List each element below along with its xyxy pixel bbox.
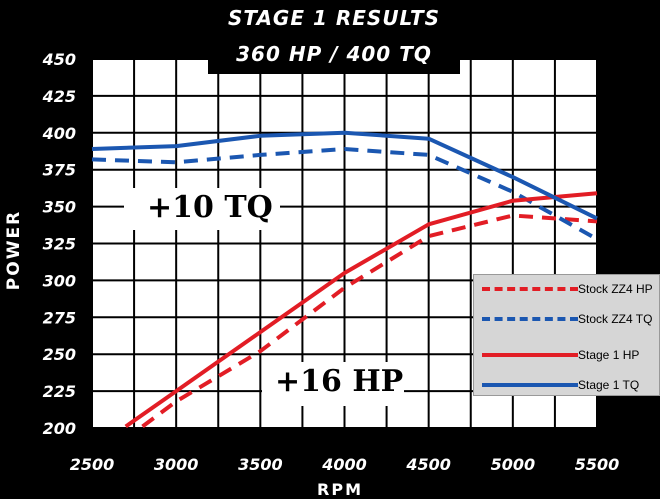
series-lines xyxy=(91,130,598,429)
y-axis-label: POWER xyxy=(4,209,24,291)
series-line-2 xyxy=(124,191,598,429)
y-tick-300: 300 xyxy=(43,271,76,290)
chart-title: STAGE 1 RESULTS xyxy=(227,6,441,30)
y-tick-250: 250 xyxy=(43,345,76,364)
tq-gain-annotation: +10 TQ xyxy=(147,190,273,225)
hp-annotation-box xyxy=(262,362,404,406)
legend-item-stock-hp: Stock ZZ4 HP xyxy=(474,277,660,305)
x-tick-labels: 2500 3000 3500 4000 4500 5000 5500 xyxy=(70,455,620,474)
x-tick-2500: 2500 xyxy=(70,455,115,474)
legend-label-stage1-tq: Stage 1 TQ xyxy=(578,378,640,392)
y-tick-425: 425 xyxy=(42,87,76,106)
title-box: STAGE 1 RESULTS 360 HP / 400 TQ xyxy=(208,0,460,74)
x-tick-5500: 5500 xyxy=(575,455,620,474)
y-tick-375: 375 xyxy=(43,161,76,180)
legend: Stock ZZ4 HP Stock ZZ4 TQ Stage 1 HP Sta… xyxy=(473,274,660,396)
y-tick-labels: 200 225 250 275 300 325 350 375 400 425 450 xyxy=(42,50,76,438)
legend-item-stage1-tq: Stage 1 TQ xyxy=(474,373,660,401)
y-tick-400: 400 xyxy=(42,124,76,143)
y-tick-225: 225 xyxy=(43,382,76,401)
chart-subtitle: 360 HP / 400 TQ xyxy=(236,42,432,66)
x-tick-3000: 3000 xyxy=(154,455,199,474)
legend-swatch-stage1-tq xyxy=(482,383,578,387)
legend-label-stock-hp: Stock ZZ4 HP xyxy=(578,282,653,296)
y-tick-325: 325 xyxy=(43,235,76,254)
legend-item-stage1-hp: Stage 1 HP xyxy=(474,343,660,371)
tq-annotation-box xyxy=(124,188,280,230)
x-tick-5000: 5000 xyxy=(491,455,536,474)
y-tick-450: 450 xyxy=(42,50,76,69)
legend-label-stock-tq: Stock ZZ4 TQ xyxy=(578,312,653,326)
y-tick-275: 275 xyxy=(43,308,76,327)
legend-swatch-stage1-hp xyxy=(482,353,578,357)
series-line-1 xyxy=(91,147,598,241)
x-axis-label: RPM xyxy=(317,480,363,499)
legend-label-stage1-hp: Stage 1 HP xyxy=(578,348,640,362)
hp-gain-annotation: +16 HP xyxy=(275,364,404,399)
series-line-3 xyxy=(91,130,598,221)
legend-swatch-stock-hp xyxy=(482,287,578,291)
legend-item-stock-tq: Stock ZZ4 TQ xyxy=(474,307,660,335)
y-tick-200: 200 xyxy=(43,419,76,438)
x-tick-4500: 4500 xyxy=(405,455,451,474)
y-tick-350: 350 xyxy=(43,198,76,217)
y-axis-label-wrap: POWER xyxy=(0,195,28,305)
legend-swatch-stock-tq xyxy=(482,317,578,321)
x-tick-3500: 3500 xyxy=(238,455,283,474)
x-tick-4000: 4000 xyxy=(321,455,367,474)
